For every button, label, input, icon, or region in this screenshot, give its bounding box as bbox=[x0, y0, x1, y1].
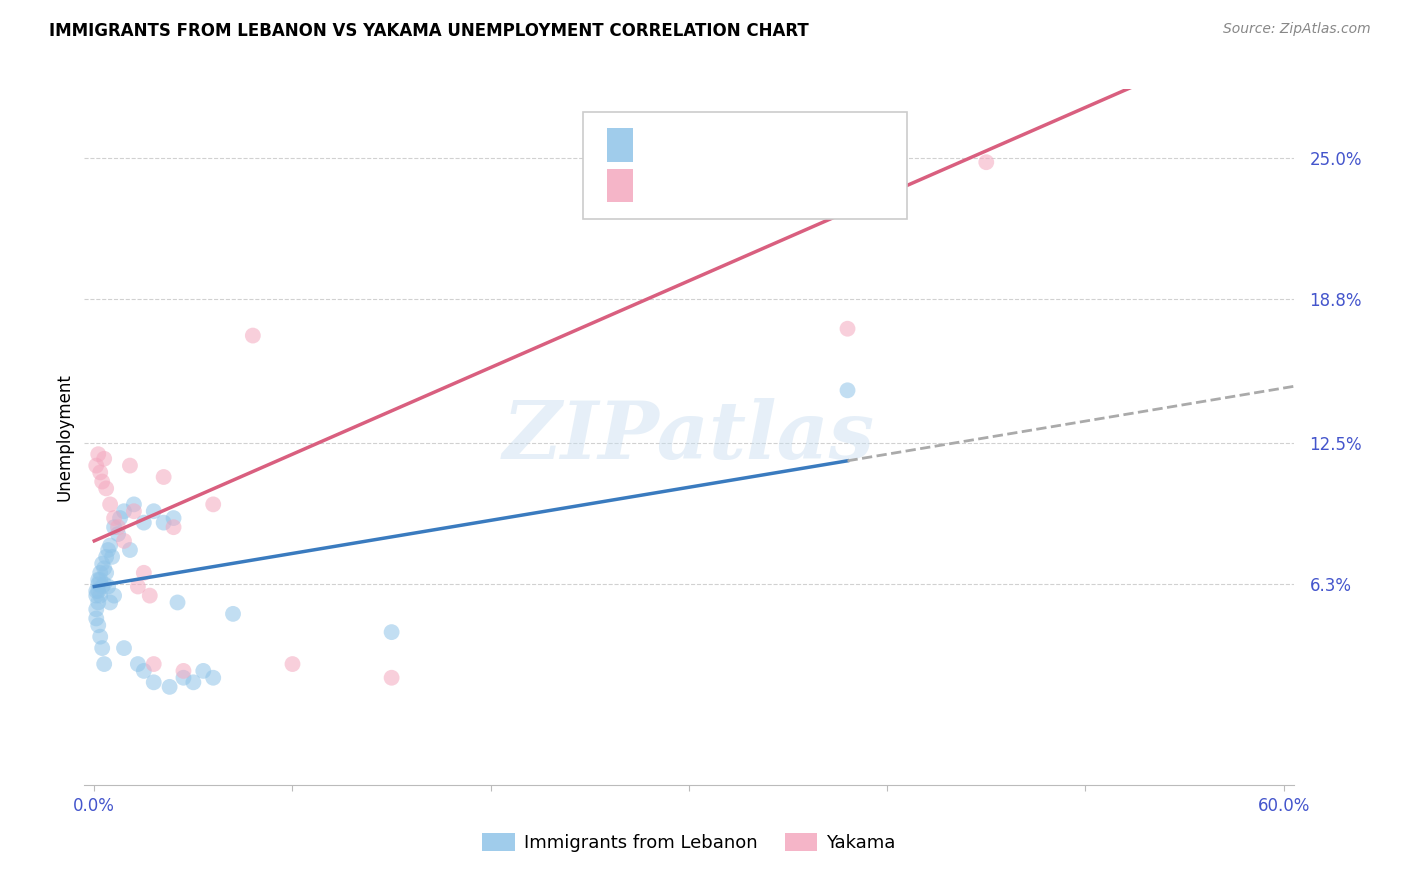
Point bbox=[93, 451, 115, 466]
Point bbox=[96, 482, 118, 496]
Point bbox=[89, 630, 111, 644]
Point bbox=[166, 595, 188, 609]
Point bbox=[381, 625, 404, 640]
Text: IMMIGRANTS FROM LEBANON VS YAKAMA UNEMPLOYMENT CORRELATION CHART: IMMIGRANTS FROM LEBANON VS YAKAMA UNEMPL… bbox=[49, 22, 808, 40]
Point bbox=[97, 580, 120, 594]
Point bbox=[89, 573, 111, 587]
Point bbox=[281, 657, 304, 671]
Point bbox=[103, 520, 125, 534]
Point bbox=[142, 504, 165, 518]
Point bbox=[202, 671, 225, 685]
Point bbox=[222, 607, 245, 621]
Point bbox=[84, 584, 107, 599]
Text: Source: ZipAtlas.com: Source: ZipAtlas.com bbox=[1223, 22, 1371, 37]
Text: N =: N = bbox=[752, 177, 804, 194]
Point bbox=[122, 497, 145, 511]
Point bbox=[87, 447, 110, 461]
Point bbox=[118, 543, 141, 558]
Point bbox=[87, 584, 110, 599]
Point bbox=[84, 458, 107, 473]
Point bbox=[202, 497, 225, 511]
Point bbox=[96, 566, 118, 580]
Text: 25: 25 bbox=[801, 177, 827, 194]
Point bbox=[112, 533, 135, 548]
Point bbox=[172, 664, 194, 678]
Point bbox=[132, 566, 155, 580]
Point bbox=[127, 657, 149, 671]
Point bbox=[93, 561, 115, 575]
Point bbox=[837, 322, 859, 336]
Point bbox=[93, 657, 115, 671]
Point bbox=[132, 664, 155, 678]
Point bbox=[242, 328, 264, 343]
Point bbox=[91, 557, 114, 571]
Point bbox=[183, 675, 205, 690]
Point bbox=[87, 577, 110, 591]
Point bbox=[118, 458, 141, 473]
Point bbox=[98, 497, 121, 511]
Y-axis label: Unemployment: Unemployment bbox=[55, 373, 73, 501]
Legend: Immigrants from Lebanon, Yakama: Immigrants from Lebanon, Yakama bbox=[475, 826, 903, 859]
Text: 0.489: 0.489 bbox=[686, 136, 744, 154]
Text: 0.651: 0.651 bbox=[686, 177, 742, 194]
Point bbox=[162, 520, 184, 534]
Point bbox=[98, 595, 121, 609]
Point bbox=[162, 511, 184, 525]
Point bbox=[101, 549, 124, 564]
Point bbox=[193, 664, 215, 678]
Point bbox=[98, 538, 121, 552]
Point bbox=[87, 573, 110, 587]
Point bbox=[96, 549, 118, 564]
Point bbox=[159, 680, 181, 694]
Point bbox=[103, 511, 125, 525]
Point bbox=[142, 675, 165, 690]
Point bbox=[107, 520, 129, 534]
Text: 50: 50 bbox=[801, 136, 827, 154]
Point bbox=[152, 470, 174, 484]
Point bbox=[132, 516, 155, 530]
Point bbox=[89, 589, 111, 603]
Point bbox=[87, 618, 110, 632]
Point bbox=[172, 671, 194, 685]
Text: R =: R = bbox=[647, 177, 692, 194]
Point bbox=[112, 504, 135, 518]
Point bbox=[91, 580, 114, 594]
Point bbox=[87, 595, 110, 609]
Text: R =: R = bbox=[647, 136, 686, 154]
Point bbox=[122, 504, 145, 518]
Point bbox=[152, 516, 174, 530]
Point bbox=[103, 589, 125, 603]
Point bbox=[142, 657, 165, 671]
Point bbox=[91, 475, 114, 489]
Point bbox=[97, 543, 120, 558]
Point bbox=[91, 641, 114, 656]
Point bbox=[84, 602, 107, 616]
Point bbox=[127, 580, 149, 594]
Point bbox=[89, 566, 111, 580]
Point bbox=[381, 671, 404, 685]
Point bbox=[139, 589, 162, 603]
Point bbox=[112, 641, 135, 656]
Text: N =: N = bbox=[752, 136, 804, 154]
Point bbox=[84, 611, 107, 625]
Text: ZIPatlas: ZIPatlas bbox=[503, 399, 875, 475]
Point bbox=[108, 511, 131, 525]
Point bbox=[84, 589, 107, 603]
Point bbox=[93, 577, 115, 591]
Point bbox=[974, 155, 997, 169]
Point bbox=[107, 527, 129, 541]
Point bbox=[89, 466, 111, 480]
Point bbox=[837, 384, 859, 398]
